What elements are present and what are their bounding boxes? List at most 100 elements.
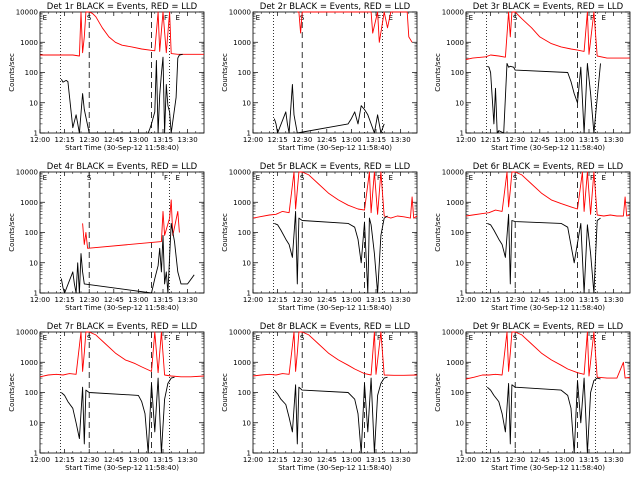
event-marker-label: F — [590, 174, 594, 182]
plot-frame — [252, 171, 418, 294]
y-tick-label: 10 — [29, 99, 38, 107]
x-tick-label: 12:45 — [530, 456, 550, 464]
y-tick-label: 10000 — [442, 329, 464, 337]
event-marker-label: S — [513, 334, 518, 342]
panel-1: Det 1r BLACK = Events, RED = LLD 1 10 100 10… — [8, 2, 205, 152]
x-tick-label: 13:15 — [366, 136, 386, 144]
panel-3: Det 3r BLACK = Events, RED = LLD 1 10 100 10… — [434, 2, 631, 152]
x-tick-label: 13:30 — [178, 456, 198, 464]
event-marker-label: E — [469, 14, 473, 22]
event-marker-label: E — [388, 174, 392, 182]
lld-series-line — [82, 199, 180, 249]
event-marker-label: E — [175, 334, 179, 342]
y-tick-label: 10 — [455, 99, 464, 107]
y-tick-label: 10 — [242, 99, 251, 107]
event-marker-label: E — [469, 174, 473, 182]
y-tick-label: 1000 — [20, 359, 38, 367]
y-tick-label: 1 — [247, 130, 251, 138]
event-marker-label: S — [87, 334, 92, 342]
panel-5: Det 5r BLACK = Events, RED = LLD 1 10 100 10… — [221, 162, 418, 312]
event-marker-label: E — [469, 334, 473, 342]
x-tick-label: 12:00 — [456, 296, 476, 304]
x-tick-label: 12:00 — [243, 296, 263, 304]
panel-6: Det 6r BLACK = Events, RED = LLD 1 10 100 10… — [434, 162, 631, 312]
y-tick-label: 100 — [451, 389, 464, 397]
y-axis-label: Counts/sec — [221, 213, 229, 252]
event-marker-label: E — [256, 174, 260, 182]
x-tick-label: 12:15 — [55, 136, 75, 144]
panel-title: Det 9r BLACK = Events, RED = LLD — [473, 322, 624, 332]
panel-2: Det 2r BLACK = Events, RED = LLD 1 10 100 10… — [221, 2, 418, 152]
plot-frame — [252, 331, 418, 454]
x-tick-label: 12:45 — [104, 136, 124, 144]
panel-title: Det 5r BLACK = Events, RED = LLD — [260, 162, 411, 172]
x-tick-label: 13:00 — [341, 456, 361, 464]
y-tick-label: 10000 — [16, 329, 38, 337]
events-series-line — [487, 213, 601, 294]
lld-series-line — [39, 331, 205, 378]
x-tick-label: 12:15 — [481, 136, 501, 144]
event-marker-label: S — [300, 334, 305, 342]
lld-series-line — [297, 11, 413, 43]
y-tick-label: 1 — [460, 450, 464, 458]
x-axis-label: Start Time (30-Sep-12 11:58:40) — [278, 304, 392, 312]
panel-title: Det 6r BLACK = Events, RED = LLD — [473, 162, 624, 172]
y-tick-label: 1000 — [20, 39, 38, 47]
y-tick-label: 1000 — [446, 39, 464, 47]
event-marker-label: F — [164, 14, 168, 22]
events-series-line — [60, 222, 195, 294]
y-tick-label: 10000 — [229, 9, 251, 17]
x-tick-label: 13:15 — [366, 456, 386, 464]
panel-title: Det 2r BLACK = Events, RED = LLD — [260, 2, 411, 12]
event-marker-label: E — [43, 174, 47, 182]
x-tick-label: 12:30 — [292, 136, 312, 144]
events-series-line — [487, 62, 601, 134]
x-tick-label: 12:45 — [317, 456, 337, 464]
y-tick-label: 10000 — [16, 169, 38, 177]
x-tick-label: 12:00 — [243, 456, 263, 464]
x-tick-label: 12:15 — [55, 456, 75, 464]
event-marker-label: S — [87, 174, 92, 182]
x-tick-label: 13:00 — [554, 456, 574, 464]
x-tick-label: 13:00 — [554, 136, 574, 144]
x-tick-label: 12:45 — [530, 296, 550, 304]
events-series-line — [61, 376, 175, 454]
x-tick-label: 13:15 — [579, 296, 599, 304]
plot-frame — [465, 331, 631, 454]
x-tick-label: 12:15 — [481, 456, 501, 464]
event-marker-label: E — [388, 334, 392, 342]
panel-title: Det 7r BLACK = Events, RED = LLD — [47, 322, 198, 332]
x-tick-label: 13:15 — [579, 136, 599, 144]
y-tick-label: 1 — [34, 290, 38, 298]
y-tick-label: 100 — [238, 229, 251, 237]
event-marker-label: E — [256, 14, 260, 22]
y-tick-label: 10000 — [442, 169, 464, 177]
y-tick-label: 1 — [247, 450, 251, 458]
x-tick-label: 13:15 — [153, 296, 173, 304]
y-tick-label: 10000 — [442, 9, 464, 17]
x-tick-label: 13:15 — [366, 296, 386, 304]
panel-title: Det 4r BLACK = Events, RED = LLD — [47, 162, 198, 172]
x-tick-label: 12:45 — [104, 296, 124, 304]
x-tick-label: 13:00 — [341, 296, 361, 304]
x-tick-label: 12:00 — [243, 136, 263, 144]
event-marker-label: E — [43, 334, 47, 342]
y-tick-label: 1 — [34, 130, 38, 138]
x-axis-label: Start Time (30-Sep-12 11:58:40) — [491, 304, 605, 312]
x-tick-label: 12:30 — [79, 296, 99, 304]
y-tick-label: 10 — [29, 259, 38, 267]
y-axis-label: Counts/sec — [434, 213, 442, 252]
plot-frame — [252, 11, 418, 134]
y-tick-label: 10 — [29, 419, 38, 427]
x-tick-label: 12:45 — [104, 456, 124, 464]
y-tick-label: 1 — [247, 290, 251, 298]
events-series-line — [274, 210, 388, 294]
events-series-line — [273, 84, 385, 134]
y-tick-label: 10000 — [229, 329, 251, 337]
x-tick-label: 13:00 — [128, 456, 148, 464]
event-marker-label: S — [300, 14, 305, 22]
x-tick-label: 12:30 — [79, 136, 99, 144]
x-tick-label: 13:00 — [554, 296, 574, 304]
y-tick-label: 1 — [460, 130, 464, 138]
event-marker-label: F — [590, 14, 594, 22]
